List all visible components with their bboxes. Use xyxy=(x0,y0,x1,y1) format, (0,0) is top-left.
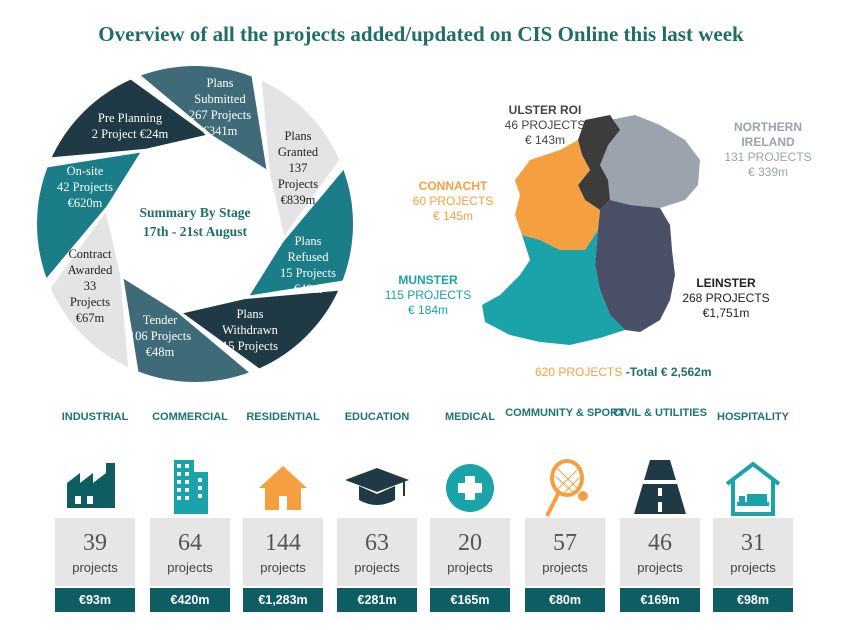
sector-value: €169m xyxy=(620,588,700,612)
road-icon xyxy=(634,460,686,514)
sector-name: HOSPITALITY xyxy=(717,411,789,423)
stage-segment-on-site xyxy=(37,152,141,279)
sector-name: EDUCATION xyxy=(344,411,410,423)
stage-segment-tender xyxy=(123,278,250,382)
ireland-map xyxy=(482,115,700,345)
hotel-bed-icon xyxy=(725,461,781,516)
summary-dates: 17th - 21st August xyxy=(143,224,247,239)
summary-by-stage: Summary By Stage 17th - 21st August xyxy=(120,203,270,241)
sector-count: 31 xyxy=(741,530,765,556)
stage-label-contract-awarded: Contract Awarded 33 Projects €67m xyxy=(67,247,113,325)
sector-value: €281m xyxy=(337,588,417,612)
sector-count: 46 xyxy=(648,530,672,556)
leinster-region xyxy=(595,200,675,332)
total-projects: 620 PROJECTS -Total € 2,562m xyxy=(535,365,712,379)
ulster-roi-region xyxy=(578,115,620,210)
sector-name: RESIDENTIAL xyxy=(246,411,320,423)
house-icon xyxy=(259,466,307,510)
stage-segment-plans-granted xyxy=(261,80,340,236)
sector-name: MEDICAL xyxy=(444,411,496,423)
sector-value: €93m xyxy=(55,588,135,612)
sector-name: CIVIL & UTILITIES xyxy=(613,407,707,419)
region-leinster: LEINSTER 268 PROJECTS €1,751m xyxy=(682,276,770,320)
stage-segment-pre-planning xyxy=(51,79,207,158)
region-ulster-roi: ULSTER ROI 46 PROJECTS € 143m xyxy=(504,103,586,147)
summary-title: Summary By Stage xyxy=(139,205,251,220)
sector-count: 64 xyxy=(178,530,202,556)
page-title: Overview of all the projects added/updat… xyxy=(98,22,744,46)
northern-ireland-region xyxy=(600,115,700,208)
graduation-cap-icon xyxy=(345,468,409,505)
sector-value: €1,283m xyxy=(243,588,323,612)
sector-name: COMMUNITY & SPORT xyxy=(505,407,625,419)
region-northern-ireland: NORTHERN IRELAND 131 PROJECTS € 339m xyxy=(724,120,812,179)
office-building-icon xyxy=(174,460,208,514)
munster-region xyxy=(482,230,625,345)
region-munster: MUNSTER 115 PROJECTS € 184m xyxy=(384,273,472,317)
connacht-region xyxy=(515,140,600,250)
region-connacht: CONNACHT 60 PROJECTS € 145m xyxy=(412,179,494,223)
sector-name: INDUSTRIAL xyxy=(61,411,129,423)
medical-cross-icon xyxy=(446,464,494,512)
sector-value: €420m xyxy=(150,588,230,612)
stage-label-plans-granted: Plans Granted 137 Projects €839m xyxy=(277,129,319,207)
stage-label-plans-refused: Plans Refused 15 Projects €48m xyxy=(280,234,336,296)
factory-icon xyxy=(67,463,115,508)
stage-label-on-site: On-site 42 Projects €620m xyxy=(57,164,113,210)
tennis-racket-icon xyxy=(545,459,588,517)
sector-count: 144 xyxy=(265,530,301,556)
sector-count: 63 xyxy=(365,530,389,556)
stage-segment-contract-awarded xyxy=(50,212,129,368)
stage-segment-plans-refused xyxy=(249,169,354,296)
sector-value: €165m xyxy=(430,588,510,612)
sector-value: €98m xyxy=(713,588,793,612)
stage-label-plans-withdrawn: Plans Withdrawn 15 Projects xyxy=(222,307,278,353)
sector-name: COMMERCIAL xyxy=(152,411,228,423)
sector-count: 57 xyxy=(553,530,577,556)
stage-segment-plans-withdrawn xyxy=(183,290,339,369)
sector-count: 20 xyxy=(458,530,482,556)
stage-label-plans-submitted: Plans Submitted 267 Projects €341m xyxy=(188,76,252,138)
stage-label-pre-planning: Pre Planning 2 Project €24m xyxy=(91,111,169,141)
stage-segment-plans-submitted xyxy=(140,66,267,170)
sector-value: €80m xyxy=(525,588,605,612)
stage-label-tender: Tender 106 Projects €48m xyxy=(128,313,192,359)
sector-count: 39 xyxy=(83,530,107,556)
